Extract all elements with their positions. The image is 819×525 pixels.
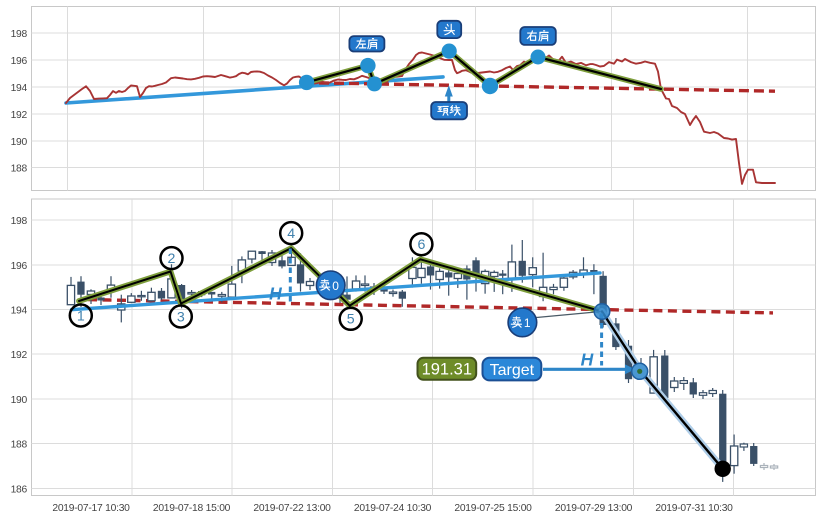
svg-text:198: 198 <box>11 29 28 40</box>
svg-text:5: 5 <box>347 312 355 328</box>
svg-text:H: H <box>269 284 282 304</box>
svg-text:190: 190 <box>11 137 28 148</box>
svg-text:6: 6 <box>417 237 425 253</box>
svg-text:196: 196 <box>11 261 28 272</box>
svg-text:194: 194 <box>11 83 28 94</box>
svg-text:188: 188 <box>11 164 28 175</box>
svg-text:188: 188 <box>11 440 28 451</box>
svg-text:H: H <box>581 350 594 370</box>
svg-text:186: 186 <box>11 484 28 495</box>
svg-text:2019-07-18 15:00: 2019-07-18 15:00 <box>153 503 231 514</box>
svg-text:2019-07-29 13:00: 2019-07-29 13:00 <box>555 503 633 514</box>
svg-text:3: 3 <box>177 309 185 325</box>
svg-text:196: 196 <box>11 56 28 67</box>
svg-text:2019-07-25 15:00: 2019-07-25 15:00 <box>454 503 532 514</box>
svg-text:190: 190 <box>11 395 28 406</box>
svg-text:2019-07-24 10:30: 2019-07-24 10:30 <box>354 503 432 514</box>
svg-text:0: 0 <box>332 279 339 293</box>
svg-text:192: 192 <box>11 110 28 121</box>
svg-text:2: 2 <box>168 251 176 267</box>
svg-text:2019-07-31 10:30: 2019-07-31 10:30 <box>655 503 733 514</box>
svg-text:191.31: 191.31 <box>422 361 472 379</box>
svg-text:192: 192 <box>11 350 28 361</box>
svg-text:2019-07-17 10:30: 2019-07-17 10:30 <box>52 503 130 514</box>
svg-text:1: 1 <box>77 308 85 324</box>
svg-text:Target: Target <box>490 362 535 379</box>
svg-text:194: 194 <box>11 306 28 317</box>
svg-text:4: 4 <box>287 226 295 242</box>
svg-text:2019-07-22 13:00: 2019-07-22 13:00 <box>253 503 331 514</box>
svg-text:198: 198 <box>11 216 28 227</box>
svg-text:1: 1 <box>524 316 531 330</box>
